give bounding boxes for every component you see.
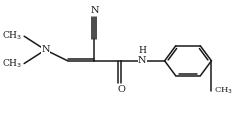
Text: H: H <box>138 46 146 55</box>
Text: O: O <box>117 85 125 94</box>
Text: CH$_3$: CH$_3$ <box>2 57 22 70</box>
Text: CH$_3$: CH$_3$ <box>2 30 22 43</box>
Text: N: N <box>138 56 147 65</box>
Text: N: N <box>90 6 99 15</box>
Text: N: N <box>41 45 50 54</box>
Text: CH$_3$: CH$_3$ <box>214 86 233 96</box>
